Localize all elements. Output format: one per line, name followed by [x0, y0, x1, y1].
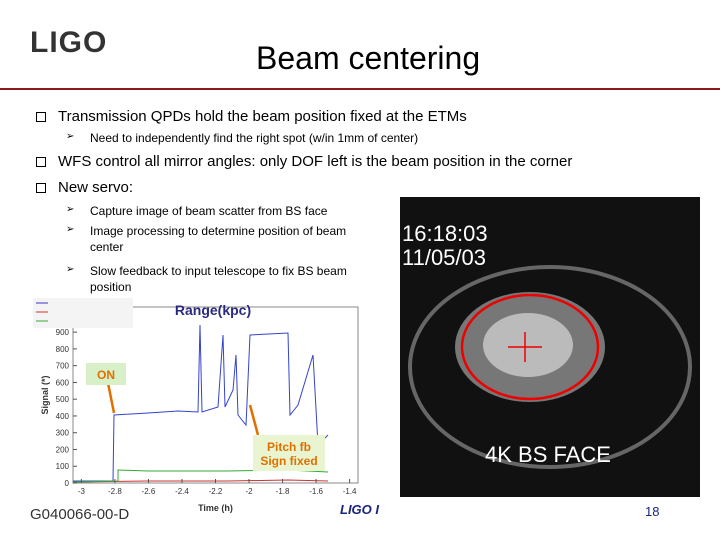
- target-ellipse: [460, 293, 600, 401]
- bullet-marker: [36, 157, 46, 167]
- bullet-marker: [36, 183, 46, 193]
- y-axis-label: Signal (*): [40, 375, 50, 414]
- arrow: [106, 382, 116, 414]
- legend-box: [33, 298, 133, 328]
- bullet-text: Transmission QPDs hold the beam position…: [58, 108, 467, 125]
- y-tick-label: 0: [65, 479, 70, 488]
- bullet-text: New servo:: [58, 179, 134, 196]
- annotation-box: [253, 435, 325, 471]
- sub-marker: ➢: [66, 131, 75, 142]
- org: LIGO I: [340, 502, 379, 517]
- page-number: 18: [645, 504, 660, 519]
- chart: Range(kpc) 0 100 200 300 400 500 600 700 800 900 -…: [28, 295, 368, 517]
- y-tick-label: 100: [56, 462, 70, 471]
- y-tick-label: 700: [56, 362, 70, 371]
- x-axis-label: Time (h): [198, 503, 233, 513]
- camera-image: 16:18:03 11/05/03 4K BS FACE: [400, 197, 700, 497]
- y-tick-label: 300: [56, 429, 70, 438]
- sub-marker: ➢: [66, 264, 75, 275]
- mirror-rim: [408, 265, 692, 469]
- x-tick-label: -1.6: [309, 487, 323, 496]
- y-tick-label: 400: [56, 412, 70, 421]
- camera-label: 4K BS FACE: [485, 442, 611, 467]
- x-tick-label: -2.4: [175, 487, 189, 496]
- bullet-text: WFS control all mirror angles: only DOF …: [58, 153, 573, 170]
- y-tick-label: 900: [56, 328, 70, 337]
- chart-title: Range(kpc): [175, 302, 251, 318]
- beam-core: [483, 313, 573, 377]
- x-tick-label: -3: [78, 487, 86, 496]
- y-tick-label: 800: [56, 345, 70, 354]
- doc-id: G040066-00-D: [30, 506, 130, 523]
- x-tick-label: -2: [245, 487, 253, 496]
- x-tick-label: -2.8: [108, 487, 122, 496]
- header-rule: [0, 88, 720, 90]
- camera-date: 11/05/03: [402, 245, 486, 270]
- annotation: Sign fixed: [260, 454, 317, 468]
- x-tick-label: -2.6: [142, 487, 156, 496]
- arrow: [248, 404, 260, 436]
- y-tick-label: 600: [56, 378, 70, 387]
- slide-title: Beam centering: [256, 40, 481, 76]
- x-tick-label: -1.8: [276, 487, 290, 496]
- logo: LIGO: [30, 26, 108, 59]
- sub-bullet-text: Capture image of beam scatter from BS fa…: [90, 204, 328, 218]
- sub-bullet-text: Need to independently find the right spo…: [90, 131, 419, 145]
- annotation: Pitch fb: [267, 440, 311, 454]
- trace: [73, 324, 329, 482]
- trace: [72, 479, 329, 483]
- annotation-box: [86, 363, 126, 385]
- sub-bullet-text: Slow feedback to input telescope to fix …: [90, 264, 347, 294]
- camera-time: 16:18:03: [402, 221, 488, 246]
- y-tick-label: 200: [56, 445, 70, 454]
- bullet-marker: [36, 112, 46, 122]
- y-tick-label: 500: [56, 395, 70, 404]
- x-tick-label: -2.2: [209, 487, 223, 496]
- sub-bullet-text: Image processing to determine position o…: [90, 224, 347, 254]
- sub-marker: ➢: [66, 224, 75, 235]
- x-tick-label: -1.4: [343, 487, 357, 496]
- annotation: ON: [97, 368, 115, 382]
- sub-marker: ➢: [66, 204, 75, 215]
